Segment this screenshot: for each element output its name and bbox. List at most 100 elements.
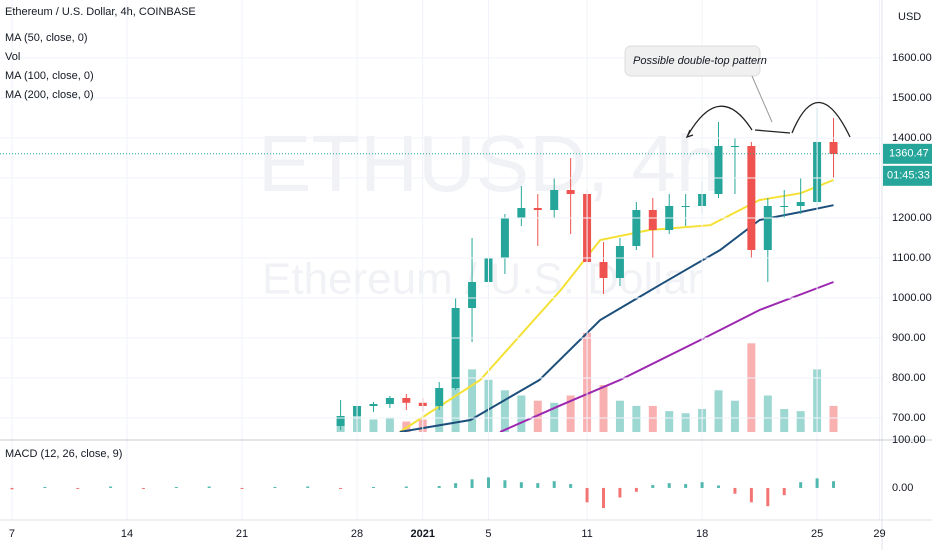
- macd-bar: [552, 481, 556, 488]
- countdown-box: [883, 165, 932, 186]
- macd-bar: [519, 482, 523, 488]
- currency-label: USD: [898, 11, 921, 23]
- countdown-label: 01:45:33: [887, 170, 930, 182]
- volume-bar: [615, 400, 624, 432]
- volume-bar: [500, 390, 509, 432]
- macd-bar: [634, 487, 638, 492]
- y-tick-label: 1400.00: [892, 132, 932, 144]
- volume-bar: [385, 417, 394, 432]
- ma-line: [499, 281, 834, 432]
- volume-bar: [780, 409, 789, 432]
- sketch-arc: [791, 101, 851, 138]
- macd-bar: [10, 487, 14, 490]
- volume-bar: [550, 402, 559, 432]
- sketch-line: [754, 129, 791, 134]
- candle-body: [550, 190, 559, 210]
- x-tick-label: 11: [581, 528, 592, 540]
- y-tick-label: 800.00: [892, 372, 926, 384]
- volume-bar: [747, 343, 756, 432]
- candle-body: [435, 388, 444, 406]
- macd-bar: [273, 486, 277, 488]
- volume-bar: [714, 390, 723, 432]
- callout-box: [624, 45, 761, 77]
- macd-bar: [700, 482, 704, 488]
- volume-bar: [730, 400, 739, 432]
- volume-bar: [566, 395, 575, 432]
- indicator-label: MA (50, close, 0): [5, 32, 88, 44]
- macd-bar: [207, 486, 211, 488]
- candle-body: [681, 206, 690, 207]
- x-tick-label: 7: [9, 528, 15, 540]
- macd-tick-label: 0.00: [892, 482, 913, 494]
- volume-bar: [829, 405, 838, 432]
- candle-body: [714, 146, 723, 194]
- macd-bar: [733, 487, 737, 494]
- macd-bar: [76, 487, 80, 489]
- y-tick-label: 1500.00: [892, 92, 932, 104]
- volume-bar: [796, 411, 805, 432]
- macd-bar: [618, 487, 622, 498]
- candle-body: [533, 208, 542, 210]
- indicator-label: Vol: [5, 51, 20, 63]
- candle-body: [730, 146, 739, 147]
- x-tick-label: 5: [485, 528, 491, 540]
- candle-body: [829, 142, 838, 154]
- macd-bar: [832, 481, 836, 488]
- macd-bar: [141, 487, 145, 489]
- macd-bar: [684, 484, 688, 488]
- macd-bar: [782, 487, 786, 496]
- volume-bar: [665, 411, 674, 432]
- macd-bar: [43, 486, 47, 488]
- callout-text: Possible double-top pattern: [633, 55, 767, 67]
- macd-bar: [717, 485, 721, 488]
- sketch-arrow: [685, 129, 694, 139]
- x-tick-label: 18: [696, 528, 708, 540]
- macd-tick-label: 100.00: [892, 434, 926, 446]
- sketch-arc: [687, 105, 753, 136]
- macd-bar: [503, 480, 507, 488]
- macd-bar: [486, 477, 490, 488]
- macd-bar: [651, 485, 655, 488]
- macd-bar: [667, 483, 671, 488]
- x-tick-label: 29: [873, 528, 885, 540]
- callout-pointer: [751, 75, 773, 123]
- y-tick-label: 700.00: [892, 412, 926, 424]
- macd-bar: [371, 486, 375, 488]
- macd-bar: [536, 483, 540, 488]
- candle-body: [763, 206, 772, 250]
- macd-bar: [569, 484, 573, 488]
- macd-bar: [470, 479, 474, 488]
- macd-bar: [766, 487, 770, 507]
- macd-bar: [815, 478, 819, 488]
- volume-bar: [451, 385, 460, 432]
- candle-body: [632, 210, 641, 246]
- candle-body: [615, 246, 624, 278]
- macd-bar: [339, 487, 343, 489]
- macd-title: MACD (12, 26, close, 9): [5, 448, 122, 460]
- watermark: ETHUSD, 4h: [258, 119, 720, 208]
- x-tick-label: 2021: [411, 528, 435, 540]
- macd-bar: [799, 482, 803, 488]
- candle-body: [780, 206, 789, 207]
- macd-bar: [585, 487, 589, 503]
- last-price-box: [883, 143, 932, 164]
- candle-body: [648, 210, 657, 230]
- last-price-label: 1360.47: [889, 148, 929, 160]
- y-tick-label: 1000.00: [892, 292, 932, 304]
- ma-line: [399, 204, 834, 432]
- watermark-sub: Ethereum / U.S. Dollar: [262, 255, 702, 304]
- candle-body: [451, 308, 460, 388]
- indicator-label: MA (100, close, 0): [5, 70, 94, 82]
- y-tick-label: 1600.00: [892, 52, 932, 64]
- volume-bar: [681, 413, 690, 432]
- macd-bar: [174, 486, 178, 488]
- candle-body: [336, 416, 345, 426]
- candle-body: [517, 208, 526, 218]
- volume-bar: [763, 395, 772, 432]
- macd-bar: [454, 483, 458, 488]
- panes: ETHUSD, 4h Ethereum / U.S. Dollar: [0, 0, 882, 520]
- indicator-label: MA (200, close, 0): [5, 89, 94, 101]
- candle-body: [369, 404, 378, 406]
- candle-body: [468, 282, 477, 308]
